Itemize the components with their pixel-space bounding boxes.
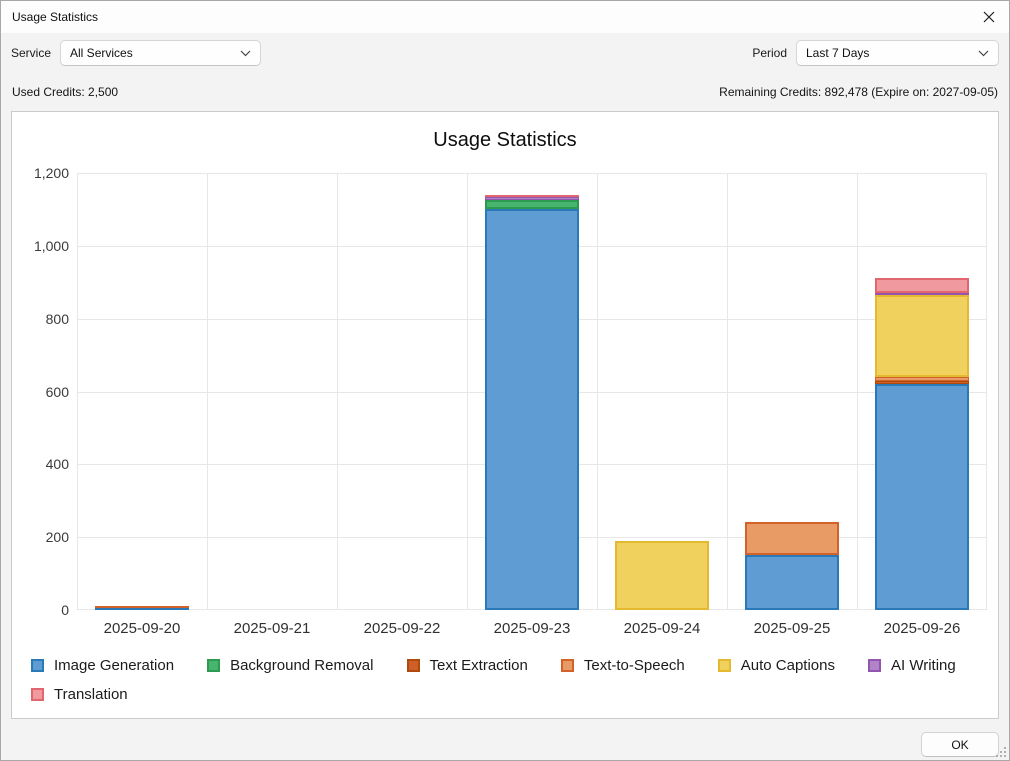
chart-panel: Usage Statistics 02004006008001,0001,200… bbox=[11, 111, 999, 719]
x-tick-label: 2025-09-22 bbox=[337, 620, 467, 637]
bar-segment bbox=[485, 209, 579, 610]
legend-label: AI Writing bbox=[891, 657, 956, 674]
x-gridline bbox=[986, 173, 987, 610]
bar-segment bbox=[875, 384, 969, 610]
period-label: Period bbox=[752, 46, 787, 60]
legend-swatch bbox=[718, 659, 731, 672]
used-credits-text: Used Credits: 2,500 bbox=[12, 85, 118, 99]
legend-swatch bbox=[207, 659, 220, 672]
legend-swatch bbox=[407, 659, 420, 672]
x-gridline bbox=[337, 173, 338, 610]
usage-statistics-dialog: Usage Statistics Service All Services Pe… bbox=[0, 0, 1010, 761]
x-tick-label: 2025-09-20 bbox=[77, 620, 207, 637]
period-filter-group: Period Last 7 Days bbox=[752, 40, 999, 66]
x-axis-labels: 2025-09-202025-09-212025-09-222025-09-23… bbox=[77, 620, 987, 637]
y-tick-label: 200 bbox=[17, 529, 69, 545]
legend-label: Text-to-Speech bbox=[584, 657, 685, 674]
legend-label: Text Extraction bbox=[430, 657, 528, 674]
x-gridline bbox=[597, 173, 598, 610]
bar-segment bbox=[95, 608, 189, 610]
x-gridline bbox=[207, 173, 208, 610]
close-button[interactable] bbox=[969, 1, 1009, 33]
legend-label: Auto Captions bbox=[741, 657, 835, 674]
bar-2025-09-23 bbox=[485, 195, 579, 610]
x-gridline bbox=[857, 173, 858, 610]
title-bar[interactable]: Usage Statistics bbox=[1, 1, 1009, 33]
bar-2025-09-25 bbox=[745, 522, 839, 610]
x-gridline bbox=[467, 173, 468, 610]
bar-2025-09-26 bbox=[875, 278, 969, 610]
y-tick-label: 400 bbox=[17, 456, 69, 472]
x-tick-label: 2025-09-23 bbox=[467, 620, 597, 637]
x-tick-label: 2025-09-24 bbox=[597, 620, 727, 637]
service-label: Service bbox=[11, 46, 51, 60]
credits-bar: Used Credits: 2,500 Remaining Credits: 8… bbox=[1, 73, 1009, 111]
legend-swatch bbox=[31, 659, 44, 672]
bar-segment bbox=[615, 541, 709, 610]
ok-button[interactable]: OK bbox=[921, 732, 999, 757]
x-tick-label: 2025-09-25 bbox=[727, 620, 857, 637]
legend-item: Text-to-Speech bbox=[561, 654, 685, 677]
chevron-down-icon bbox=[240, 50, 251, 57]
period-dropdown-value: Last 7 Days bbox=[806, 46, 869, 60]
legend-item: Text Extraction bbox=[407, 654, 528, 677]
x-tick-label: 2025-09-26 bbox=[857, 620, 987, 637]
bar-2025-09-24 bbox=[615, 541, 709, 610]
period-dropdown[interactable]: Last 7 Days bbox=[796, 40, 999, 66]
legend-item: Background Removal bbox=[207, 654, 373, 677]
legend-item: AI Writing bbox=[868, 654, 956, 677]
bar-segment bbox=[745, 555, 839, 610]
y-gridline bbox=[77, 173, 987, 174]
x-tick-label: 2025-09-21 bbox=[207, 620, 337, 637]
y-tick-label: 600 bbox=[17, 384, 69, 400]
y-tick-label: 800 bbox=[17, 311, 69, 327]
y-tick-label: 1,200 bbox=[17, 165, 69, 181]
legend-item: Image Generation bbox=[31, 654, 174, 677]
legend-item: Translation bbox=[31, 683, 128, 706]
service-filter-group: Service All Services bbox=[11, 40, 261, 66]
resize-grip[interactable] bbox=[995, 746, 1007, 758]
bar-segment bbox=[485, 200, 579, 209]
chart-title: Usage Statistics bbox=[12, 129, 998, 152]
bar-segment bbox=[875, 278, 969, 293]
legend-swatch bbox=[561, 659, 574, 672]
plot-area: 02004006008001,0001,200 bbox=[77, 173, 987, 610]
legend-label: Background Removal bbox=[230, 657, 373, 674]
window-title: Usage Statistics bbox=[12, 10, 98, 24]
remaining-credits-text: Remaining Credits: 892,478 (Expire on: 2… bbox=[719, 85, 998, 99]
x-gridline bbox=[727, 173, 728, 610]
bar-segment bbox=[875, 295, 969, 377]
legend-label: Image Generation bbox=[54, 657, 174, 674]
chevron-down-icon bbox=[978, 50, 989, 57]
y-tick-label: 1,000 bbox=[17, 238, 69, 254]
y-tick-label: 0 bbox=[17, 602, 69, 618]
chart-legend: Image Generation Background Removal Text E… bbox=[31, 654, 983, 706]
legend-label: Translation bbox=[54, 686, 128, 703]
bar-segment bbox=[745, 522, 839, 555]
service-dropdown[interactable]: All Services bbox=[60, 40, 261, 66]
bar-2025-09-20 bbox=[95, 606, 189, 610]
legend-item: Auto Captions bbox=[718, 654, 835, 677]
close-icon bbox=[983, 11, 995, 23]
dialog-footer: OK bbox=[1, 719, 1009, 760]
filter-bar: Service All Services Period Last 7 Days bbox=[1, 33, 1009, 73]
legend-swatch bbox=[868, 659, 881, 672]
service-dropdown-value: All Services bbox=[70, 46, 133, 60]
x-gridline bbox=[77, 173, 78, 610]
legend-swatch bbox=[31, 688, 44, 701]
